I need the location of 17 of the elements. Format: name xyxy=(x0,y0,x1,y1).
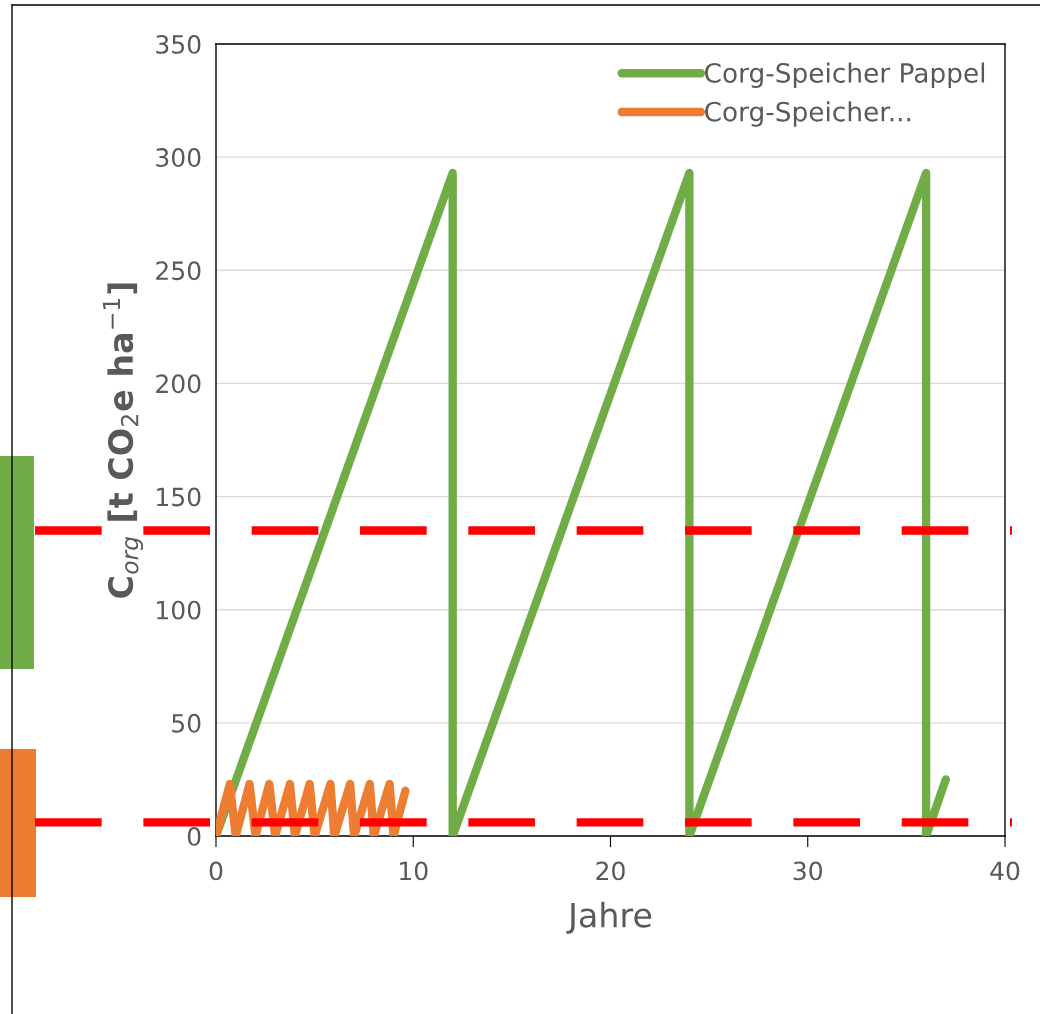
y-tick-label: 150 xyxy=(157,487,201,507)
y-axis-title: C$_{org}$ [t CO$_{2}$e ha$^{−1}$] xyxy=(102,283,144,598)
x-axis-title: Jahre xyxy=(566,901,652,934)
y-tick-label: 350 xyxy=(156,34,201,54)
y-tick-label: 200 xyxy=(156,374,201,394)
x-tick-label: 10 xyxy=(400,861,428,881)
y-tick-label: 250 xyxy=(156,261,201,281)
y-tick-label: 300 xyxy=(156,148,201,167)
y-tick-label: 0 xyxy=(187,826,201,846)
x-tick-label: 0 xyxy=(209,861,223,881)
y-tick-label: 100 xyxy=(157,600,201,620)
y-tick-label: 50 xyxy=(172,713,201,733)
x-tick-label: 20 xyxy=(596,861,625,881)
x-tick-label: 30 xyxy=(793,861,822,881)
x-tick-label: 40 xyxy=(990,861,1020,881)
legend-label: Corg-Speicher... xyxy=(705,101,911,127)
legend-label: Corg-Speicher Pappel xyxy=(705,62,985,89)
